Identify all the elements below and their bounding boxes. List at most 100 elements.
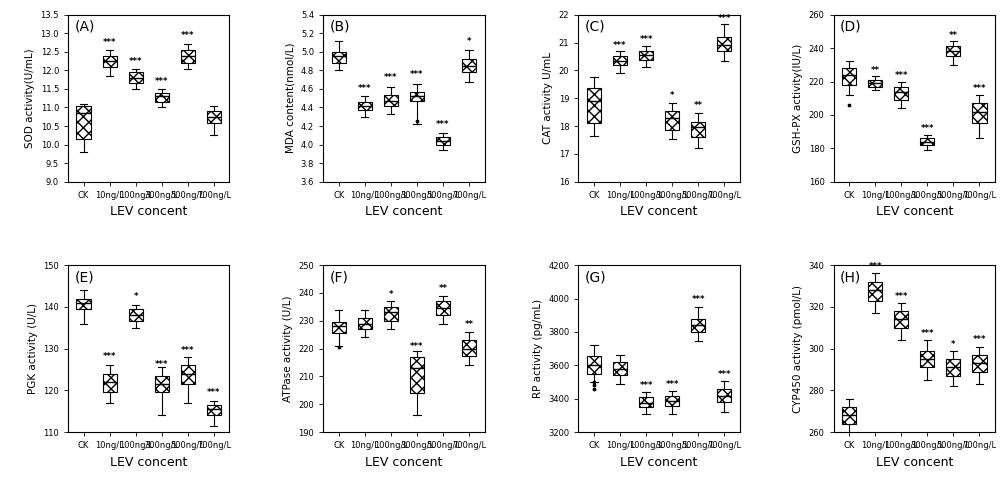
PathPatch shape [436,137,450,145]
PathPatch shape [920,138,934,145]
Y-axis label: ATPase activity (U/L): ATPase activity (U/L) [283,296,293,402]
Text: ***: *** [436,120,450,129]
Text: ***: *** [384,74,398,82]
Text: (E): (E) [74,270,94,284]
Text: ***: *** [181,31,195,40]
Text: ***: *** [613,41,627,50]
PathPatch shape [358,102,372,110]
Text: (C): (C) [585,20,605,34]
PathPatch shape [920,351,934,367]
PathPatch shape [155,376,169,392]
X-axis label: LEV concent: LEV concent [365,456,443,469]
X-axis label: LEV concent: LEV concent [110,456,187,469]
Text: (A): (A) [74,20,95,34]
PathPatch shape [207,111,221,123]
X-axis label: LEV concent: LEV concent [365,205,443,218]
Text: *: * [670,91,674,101]
Text: *: * [389,290,393,299]
PathPatch shape [181,50,195,63]
Y-axis label: CYP450 activity (pmol/L): CYP450 activity (pmol/L) [793,285,803,412]
Text: (B): (B) [330,20,350,34]
X-axis label: LEV concent: LEV concent [876,205,953,218]
Y-axis label: MDA content(nmol/L): MDA content(nmol/L) [285,43,295,154]
Y-axis label: SOD activity(U/mL): SOD activity(U/mL) [25,49,35,148]
Text: ***: *** [207,387,221,397]
PathPatch shape [665,111,679,130]
X-axis label: LEV concent: LEV concent [110,205,187,218]
PathPatch shape [894,311,908,328]
Text: ***: *** [717,370,731,379]
PathPatch shape [613,362,627,375]
PathPatch shape [691,319,705,332]
Text: ***: *** [921,124,934,133]
Text: ***: *** [639,35,653,44]
PathPatch shape [972,355,987,372]
Text: (G): (G) [585,270,606,284]
PathPatch shape [691,122,705,137]
PathPatch shape [76,106,91,139]
PathPatch shape [384,95,398,106]
PathPatch shape [717,37,731,52]
Y-axis label: PGK activity (U/L): PGK activity (U/L) [28,303,38,394]
Text: ***: *** [691,296,705,304]
Y-axis label: CAT activity U/mL: CAT activity U/mL [543,52,553,144]
Text: ***: *** [894,292,908,300]
Text: ***: *** [103,38,116,47]
Text: **: ** [465,320,474,329]
X-axis label: LEV concent: LEV concent [876,456,953,469]
Text: ***: *** [973,335,986,345]
PathPatch shape [181,365,195,384]
Y-axis label: RP activity (pg/mL): RP activity (pg/mL) [533,299,543,398]
Text: ***: *** [639,381,653,390]
PathPatch shape [332,322,346,333]
Text: ***: *** [410,342,424,352]
PathPatch shape [946,359,960,376]
Text: **: ** [694,101,703,110]
PathPatch shape [842,68,856,85]
PathPatch shape [103,374,117,392]
PathPatch shape [587,88,601,123]
PathPatch shape [868,282,882,300]
PathPatch shape [358,318,372,329]
Text: ***: *** [181,346,195,355]
Text: ***: *** [103,352,116,361]
PathPatch shape [587,355,601,374]
PathPatch shape [384,307,398,321]
PathPatch shape [462,59,476,72]
PathPatch shape [868,80,882,86]
Text: ***: *** [868,262,882,272]
Text: ***: *** [155,360,169,369]
Text: **: ** [438,284,447,293]
PathPatch shape [639,397,653,408]
Text: ***: *** [358,83,372,93]
Text: (D): (D) [840,20,862,34]
X-axis label: LEV concent: LEV concent [620,456,698,469]
PathPatch shape [155,93,169,102]
PathPatch shape [410,357,424,393]
Text: *: * [467,37,471,46]
Text: *: * [951,340,956,349]
PathPatch shape [76,299,91,309]
Text: ***: *** [717,14,731,23]
PathPatch shape [946,47,960,56]
Text: *: * [133,292,138,300]
PathPatch shape [462,340,476,355]
Text: ***: *** [129,57,142,66]
PathPatch shape [665,396,679,406]
Text: (H): (H) [840,270,861,284]
Text: (F): (F) [330,270,349,284]
PathPatch shape [717,389,731,402]
Text: ***: *** [155,77,169,86]
PathPatch shape [207,405,221,415]
Text: ***: *** [894,71,908,80]
PathPatch shape [639,51,653,60]
Text: ***: *** [921,329,934,338]
PathPatch shape [129,72,143,83]
Text: **: ** [949,31,958,40]
PathPatch shape [894,86,908,100]
Text: ***: *** [665,380,679,389]
PathPatch shape [103,55,117,67]
PathPatch shape [332,52,346,63]
Y-axis label: GSH-PX activity(IU/L): GSH-PX activity(IU/L) [793,44,803,153]
PathPatch shape [972,103,987,123]
